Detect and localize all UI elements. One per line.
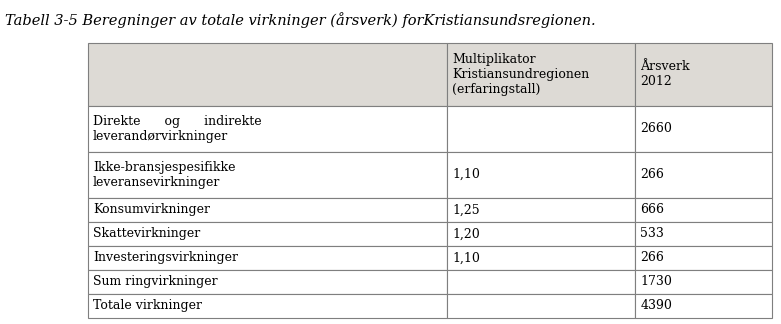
Bar [88,43,447,106]
Text: Investeringsvirkninger: Investeringsvirkninger [93,251,238,264]
Text: Direkte      og      indirekte
leverandørvirkninger: Direkte og indirekte leverandørvirkninge… [93,115,262,143]
Text: 1,10: 1,10 [452,168,480,181]
Bar [88,294,447,318]
Text: Ikke-bransjespesifikke
leveransevirkninger: Ikke-bransjespesifikke leveransevirkning… [93,161,236,189]
Text: Sum ringvirkninger: Sum ringvirkninger [93,275,218,288]
Bar [88,270,447,294]
Text: 1,20: 1,20 [452,227,480,240]
Text: Skattevirkninger: Skattevirkninger [93,227,200,240]
Bar [88,246,447,270]
Text: 266: 266 [640,251,664,264]
Text: 1,10: 1,10 [452,251,480,264]
Text: Årsverk
2012: Årsverk 2012 [640,60,690,88]
Text: 533: 533 [640,227,664,240]
Bar [88,198,447,222]
Bar [447,106,635,152]
Text: 666: 666 [640,203,664,216]
Bar [635,222,772,246]
Text: 2660: 2660 [640,122,672,135]
Text: 1730: 1730 [640,275,672,288]
Bar [635,246,772,270]
Bar [635,43,772,106]
Bar [635,270,772,294]
Bar [635,152,772,198]
Text: 1,25: 1,25 [452,203,480,216]
Bar [447,294,635,318]
Text: Konsumvirkninger: Konsumvirkninger [93,203,210,216]
Text: Totale virkninger: Totale virkninger [93,299,202,312]
Text: Tabell 3-5 Beregninger av totale virkninger (årsverk) forKristiansundsregionen.: Tabell 3-5 Beregninger av totale virknin… [5,12,596,28]
Bar [447,270,635,294]
Bar [88,152,447,198]
Bar [635,294,772,318]
Text: Multiplikator
Kristiansundregionen
(erfaringstall): Multiplikator Kristiansundregionen (erfa… [452,53,590,96]
Bar [88,222,447,246]
Text: 4390: 4390 [640,299,672,312]
Bar [88,106,447,152]
Bar [447,222,635,246]
Bar [447,198,635,222]
Bar [447,152,635,198]
Bar [447,246,635,270]
Text: 266: 266 [640,168,664,181]
Bar [635,106,772,152]
Bar [635,198,772,222]
Bar [447,43,635,106]
